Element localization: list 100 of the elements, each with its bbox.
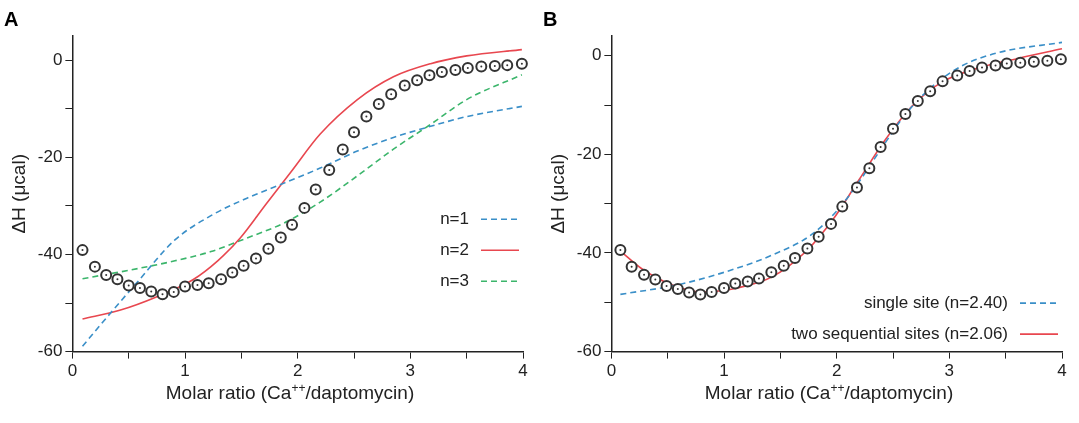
x-tick-label: 4 [1057,361,1067,381]
point [801,242,814,255]
point [179,280,192,293]
x-axis-title: Molar ratio (Ca$^{++}$/daptomycin) [703,381,955,405]
point [360,110,373,123]
point [145,285,158,298]
point [167,285,180,298]
point [76,244,89,257]
point [1014,56,1027,69]
point [237,259,250,272]
point [765,266,778,279]
x-axis-title: Molar ratio (Ca$^{++}$/daptomycin) [164,381,416,405]
point [411,74,424,87]
point [911,95,924,108]
point [638,268,651,281]
point [863,162,876,175]
point [323,164,336,177]
point [812,230,825,243]
x-tick-label: 1 [719,361,729,381]
y-tick-label: 0 [52,49,63,69]
point [951,69,964,82]
point [1027,55,1040,68]
x-tick-label: 2 [292,361,303,381]
legend-label: n=3 [440,270,469,290]
point [262,242,275,255]
point [671,282,684,295]
x-tick-label: 0 [606,361,617,381]
legend-label: n=1 [440,208,469,228]
point [694,288,707,301]
x-tick-label: 4 [518,361,528,381]
point [250,252,262,265]
point [309,183,322,196]
y-tick-label: 0 [591,45,602,65]
y-tick-label: -20 [37,147,63,167]
point [741,275,754,288]
point [226,266,239,279]
legend-label: single site (n=2.40) [863,292,1008,312]
point [191,279,204,292]
point [850,181,863,194]
x-tick-label: 3 [944,361,955,381]
y-tick-label: -40 [37,244,63,264]
x-tick-label: 2 [831,361,842,381]
y-axis-title: ΔH (μcal) [546,154,568,234]
point [398,79,411,92]
point [286,218,299,231]
point [976,61,989,74]
point [100,268,113,281]
point [372,97,385,110]
point [111,273,124,286]
point [718,281,731,294]
point [989,59,1002,72]
point [449,63,462,76]
point [729,277,742,290]
point [936,75,949,88]
point [435,65,448,78]
point [336,143,349,156]
x-tick-label: 1 [180,361,190,381]
point [683,286,696,299]
y-tick-label: -60 [37,341,63,361]
point [202,277,215,290]
point [963,65,976,78]
point [475,60,488,73]
point [825,217,838,230]
y-tick-label: -60 [576,341,602,361]
point [777,259,790,272]
point [348,126,361,139]
point [649,273,662,286]
point [887,122,900,135]
legend-label: n=2 [440,239,469,259]
point [423,69,436,82]
point [789,251,801,264]
point [156,288,169,301]
chart-title: A [4,7,19,30]
chart-title: B [543,7,558,30]
point [515,57,528,70]
point [899,107,912,120]
point [705,285,718,298]
point [752,272,765,285]
y-axis-title: ΔH (μcal) [7,154,29,234]
line-series [81,48,523,320]
x-tick-label: 3 [405,361,416,381]
point [625,260,638,273]
point [1041,54,1054,67]
point [836,200,849,213]
point [501,59,514,72]
point [461,62,474,75]
point [385,88,398,101]
point [215,273,228,286]
point [1054,53,1067,66]
point [614,244,627,257]
y-tick-label: -20 [576,144,602,164]
point [660,280,673,293]
y-tick-label: -40 [576,242,602,262]
point [133,281,146,294]
point [924,85,937,98]
point [298,201,311,214]
point [88,260,101,273]
point [122,279,135,292]
x-tick-label: 0 [67,361,78,381]
line-series [81,105,523,348]
